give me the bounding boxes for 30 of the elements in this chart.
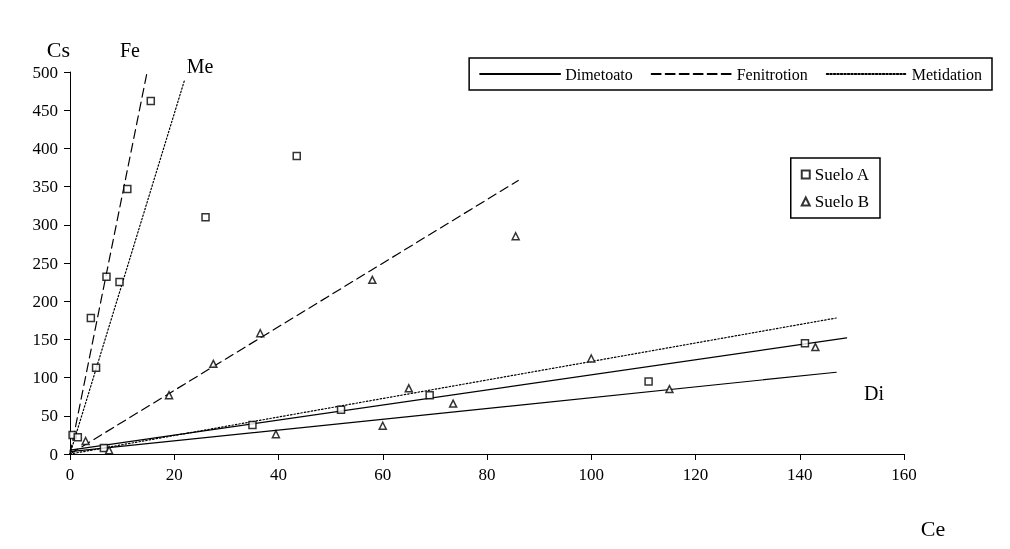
y-tick-label: 50 — [41, 406, 58, 426]
y-tick-label: 400 — [32, 138, 58, 158]
legend-label: Suelo B — [814, 192, 870, 211]
legend-label: Dimetoato — [565, 65, 633, 83]
y-tick-label: 500 — [32, 62, 58, 82]
legend-label: Suelo A — [814, 165, 870, 184]
x-tick-label: 80 — [478, 465, 496, 484]
y-tick-label: 100 — [32, 368, 58, 388]
y-tick-label: 250 — [32, 253, 58, 273]
annotation: Me — [186, 55, 214, 77]
annotation: Di — [864, 382, 885, 404]
x-tick-label: 40 — [270, 465, 287, 484]
x-tick-label: 160 — [891, 465, 917, 484]
legend-label: Metidation — [911, 65, 983, 83]
y-tick-label: 300 — [32, 215, 58, 235]
y-tick-label: 350 — [32, 177, 58, 197]
x-tick-label: 0 — [65, 465, 75, 484]
x-axis-title: Ce — [920, 515, 946, 541]
x-tick-label: 20 — [165, 465, 183, 484]
text: Fe — [120, 39, 141, 61]
x-tick-label: 120 — [682, 465, 709, 484]
x-tick-label: 60 — [374, 465, 392, 484]
x-tick-label: 100 — [578, 465, 604, 484]
legend-label: Fenitrotion — [736, 65, 808, 83]
y-axis-title: Cs — [46, 36, 70, 62]
y-tick-label: 200 — [32, 291, 58, 311]
x-tick-label: 140 — [787, 465, 813, 484]
y-tick-label: 450 — [32, 100, 58, 120]
y-tick-label: 0 — [49, 444, 58, 464]
y-tick-label: 150 — [32, 329, 58, 349]
